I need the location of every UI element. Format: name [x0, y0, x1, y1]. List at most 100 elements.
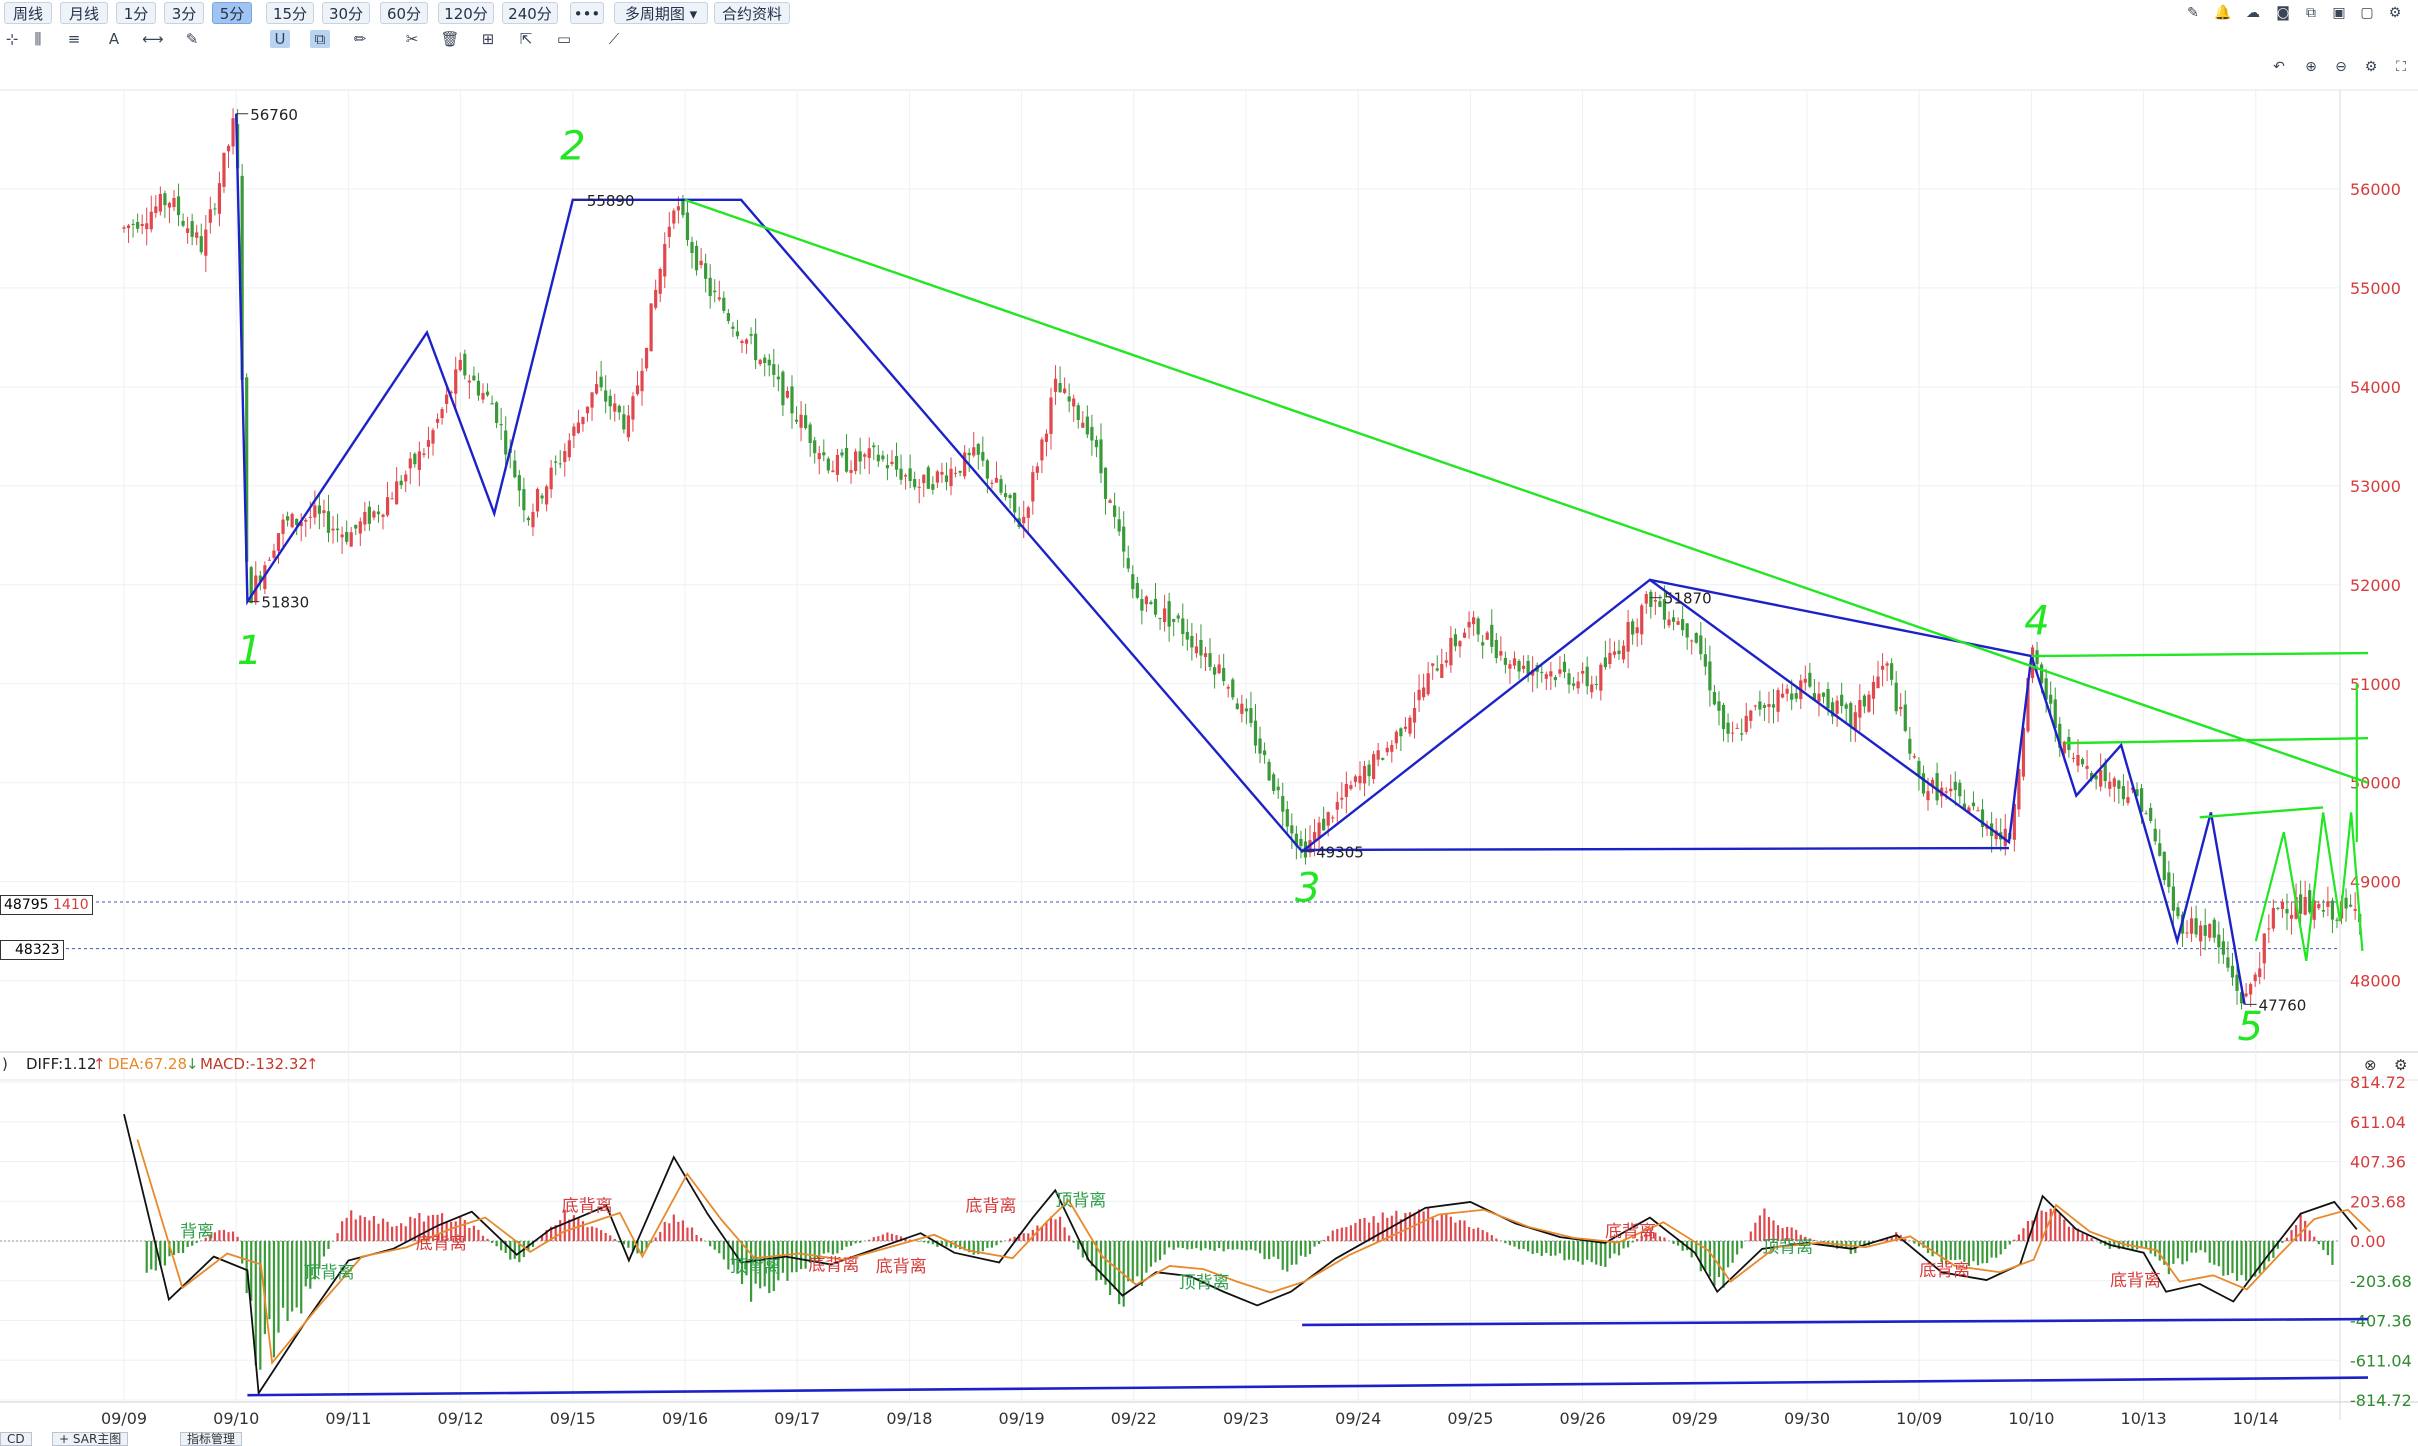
candle-body: [204, 229, 208, 256]
brush-icon[interactable]: ✎: [185, 30, 199, 48]
candle-body: [676, 206, 680, 211]
pencil-icon[interactable]: ✏: [353, 30, 367, 48]
candle-body: [972, 447, 976, 456]
period-monthly-button[interactable]: 月线: [60, 2, 108, 24]
candle-body: [617, 405, 621, 413]
candle-body: [1508, 664, 1512, 669]
candle-body: [426, 440, 431, 447]
multi-period-dropdown[interactable]: 多周期图 ▾: [614, 2, 708, 24]
vertical-lines-icon[interactable]: ⫼: [34, 30, 42, 48]
zoom-out-icon[interactable]: ⊖: [2335, 59, 2347, 75]
period-weekly-button[interactable]: 周线: [4, 2, 52, 24]
candle-body: [754, 333, 758, 361]
tab-cd[interactable]: CD: [0, 1432, 32, 1446]
candle-body: [2239, 992, 2244, 1004]
settings-small-icon[interactable]: ⚙: [2364, 59, 2378, 75]
candle-body: [531, 511, 535, 528]
monitor-icon[interactable]: ▣: [2332, 5, 2346, 21]
candle-body: [1167, 601, 1171, 627]
divergence-label: 顶背离: [1179, 1273, 1230, 1293]
cloud-icon[interactable]: ☁: [2246, 5, 2260, 21]
period-5min-button[interactable]: 5分: [212, 2, 252, 24]
parallel-lines-icon[interactable]: ≡: [67, 30, 81, 48]
candle-body: [881, 455, 885, 460]
date-tick-label: 09/23: [1223, 1409, 1269, 1428]
more-button[interactable]: •••: [570, 2, 604, 24]
period-15min-button[interactable]: 15分: [266, 2, 314, 24]
comment-icon[interactable]: ▭: [556, 30, 572, 48]
candle-body: [826, 458, 830, 471]
price-plot-area: [0, 90, 2340, 1040]
candle-body: [681, 198, 685, 216]
fullscreen-icon[interactable]: ⛶: [2396, 59, 2406, 75]
candle-body: [1549, 671, 1553, 677]
tab-sar-main[interactable]: + SAR主图: [52, 1432, 129, 1446]
period-60min-button[interactable]: 60分: [380, 2, 428, 24]
candle-body: [1462, 632, 1467, 638]
undo-icon[interactable]: ↶: [2273, 59, 2285, 75]
period-1min-button[interactable]: 1分: [116, 2, 156, 24]
candle-body: [440, 409, 444, 419]
candle-body: [1122, 526, 1126, 552]
zoom-in-icon[interactable]: ⊕: [2305, 59, 2317, 75]
candle-body: [1803, 678, 1807, 683]
chevron-down-icon: ▾: [689, 5, 698, 23]
candle-body: [2117, 780, 2121, 789]
candle-body: [1422, 687, 1426, 698]
candle-body: [713, 290, 717, 293]
candle-body: [854, 451, 858, 472]
trash-icon[interactable]: 🗑: [440, 30, 460, 48]
candle-body: [785, 390, 790, 398]
period-30min-button[interactable]: 30分: [322, 2, 370, 24]
contract-info-button[interactable]: 合约资料: [714, 2, 790, 24]
multi-period-label: 多周期图: [624, 5, 685, 23]
scissors-icon[interactable]: ✂: [405, 30, 419, 48]
settings-small-icon[interactable]: ⚙: [2394, 1056, 2408, 1074]
candle-body: [1703, 654, 1707, 667]
candle-body: [1790, 693, 1794, 700]
bell-icon[interactable]: 🔔: [2214, 5, 2232, 21]
candle-body: [413, 453, 417, 465]
layers-icon[interactable]: ⧉: [310, 30, 330, 48]
copy-icon[interactable]: ⧉: [2306, 5, 2316, 21]
candle-body: [758, 359, 762, 365]
grid-icon[interactable]: ⊞: [481, 30, 495, 48]
candle-body: [1208, 653, 1212, 667]
ruler-icon[interactable]: ⟋: [608, 30, 620, 48]
candle-body: [1917, 760, 1921, 776]
text-tool-icon[interactable]: A: [108, 30, 120, 48]
divergence-label: 底背离: [808, 1255, 859, 1275]
candle-body: [581, 416, 585, 425]
date-tick-label: 09/24: [1335, 1409, 1381, 1428]
camera-icon[interactable]: ◙: [2276, 5, 2290, 21]
period-240min-button[interactable]: 240分: [502, 2, 558, 24]
export-icon[interactable]: ⇱: [519, 30, 533, 48]
magnet-icon[interactable]: U: [270, 30, 290, 48]
settings-icon[interactable]: ⚙: [2388, 5, 2402, 21]
candle-body: [690, 241, 694, 253]
candle-body: [1131, 574, 1135, 590]
candle-body: [340, 534, 344, 538]
measure-icon[interactable]: ⟷: [142, 30, 164, 48]
date-tick-label: 09/29: [1672, 1409, 1718, 1428]
candle-body: [2217, 934, 2221, 948]
crosshair-icon[interactable]: ⊹: [5, 30, 19, 48]
candle-body: [2080, 759, 2085, 765]
candle-body: [772, 364, 776, 375]
candle-body: [876, 454, 880, 462]
candle-body: [1467, 621, 1471, 628]
tab-indicator-manager[interactable]: 指标管理: [180, 1432, 243, 1446]
candle-body: [2262, 933, 2266, 964]
candle-body: [490, 403, 494, 405]
candle-body: [744, 339, 749, 344]
candle-body: [1762, 705, 1767, 708]
toolbar: 周线 月线 1分 3分 5分 15分 30分 60分 120分 240分 •••…: [0, 0, 2418, 75]
period-120min-button[interactable]: 120分: [438, 2, 494, 24]
candle-body: [1576, 681, 1580, 689]
window-icon[interactable]: ▢: [2360, 5, 2374, 21]
close-icon[interactable]: ⊗: [2364, 1056, 2377, 1074]
edit-icon[interactable]: ✎: [2187, 5, 2199, 21]
period-3min-button[interactable]: 3分: [164, 2, 204, 24]
candle-body: [1980, 809, 1985, 827]
